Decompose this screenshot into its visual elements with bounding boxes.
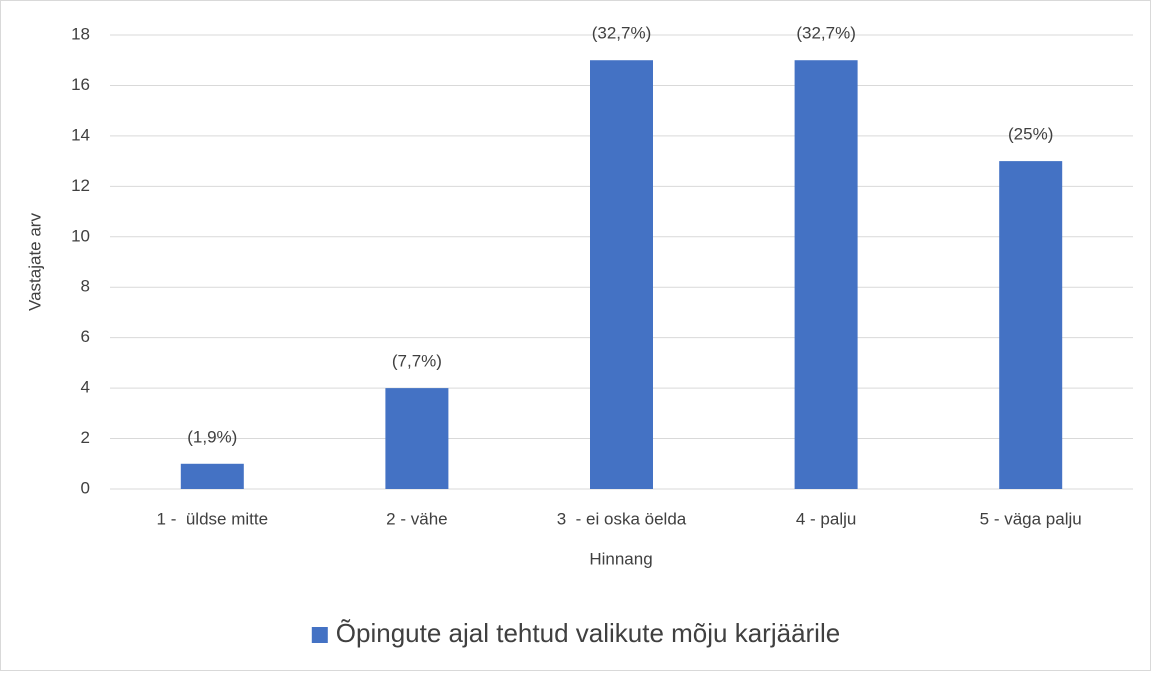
- data-label: (32,7%): [796, 24, 856, 43]
- bar: [999, 161, 1063, 489]
- y-tick-label: 16: [71, 75, 90, 94]
- legend-swatch: [311, 627, 328, 643]
- x-tick-label: 1 - üldse mitte: [157, 509, 269, 528]
- y-tick-label: 12: [71, 176, 90, 195]
- data-label: (25%): [1008, 125, 1053, 144]
- x-tick-label: 2 - vähe: [386, 509, 447, 528]
- y-tick-label: 6: [81, 327, 90, 346]
- y-tick-label: 2: [81, 428, 90, 447]
- y-tick-label: 10: [71, 226, 90, 245]
- y-tick-label: 14: [71, 125, 90, 144]
- bar: [180, 463, 244, 489]
- y-tick-label: 0: [81, 478, 90, 497]
- data-label: (7,7%): [392, 352, 442, 371]
- x-tick-label: 4 - palju: [796, 509, 856, 528]
- x-axis-label: Hinnang: [589, 549, 652, 568]
- y-axis-label: Vastajate arv: [25, 213, 44, 311]
- bar: [385, 388, 449, 489]
- bar: [794, 60, 858, 489]
- y-tick-label: 8: [81, 277, 90, 296]
- data-label: (1,9%): [187, 427, 237, 446]
- data-label: (32,7%): [592, 24, 652, 43]
- legend-label: Õpingute ajal tehtud valikute mõju karjä…: [336, 618, 840, 648]
- x-tick-label: 5 - väga palju: [980, 509, 1082, 528]
- y-tick-label: 4: [81, 378, 90, 397]
- bar: [590, 60, 653, 489]
- y-tick-label: 18: [71, 24, 90, 43]
- x-tick-label: 3 - ei oska öelda: [557, 509, 687, 528]
